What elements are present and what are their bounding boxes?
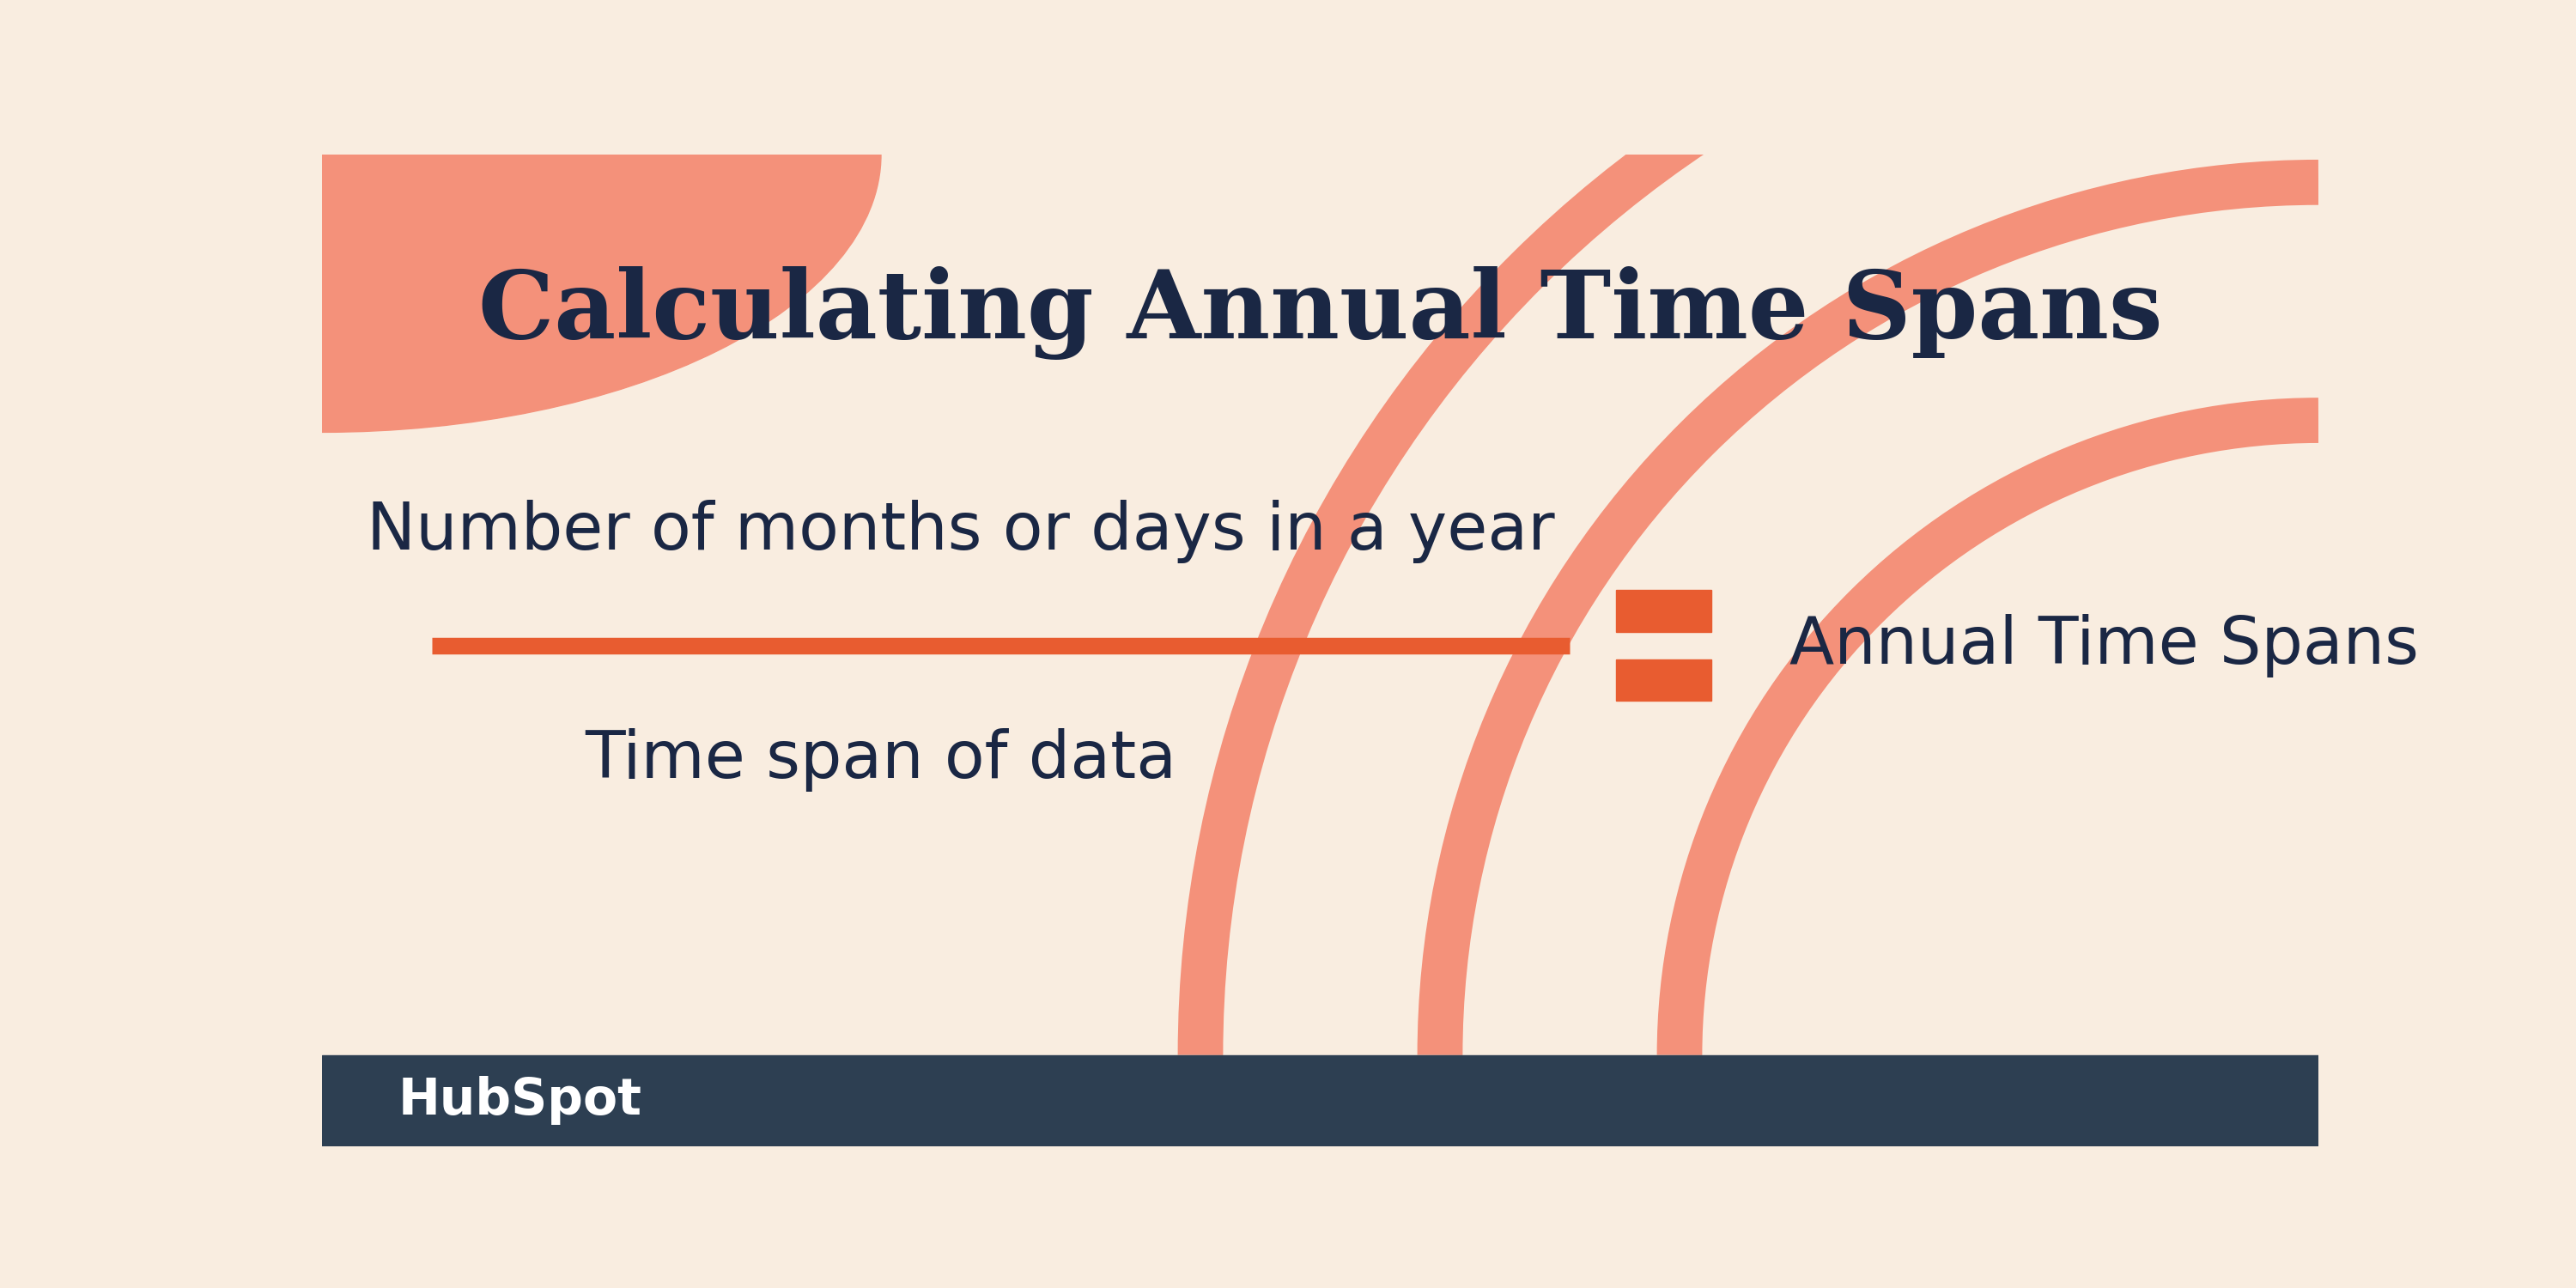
Bar (1615, 590, 1710, 631)
Bar (322, 1055, 2318, 1146)
Bar (1615, 659, 1710, 701)
Circle shape (0, 0, 881, 433)
Text: Annual Time Spans: Annual Time Spans (1790, 613, 2419, 677)
Text: Number of months or days in a year: Number of months or days in a year (366, 500, 1556, 563)
Text: Calculating Annual Time Spans: Calculating Annual Time Spans (479, 267, 2161, 361)
Text: Time span of data: Time span of data (585, 728, 1177, 791)
Text: HubSpot: HubSpot (397, 1077, 641, 1126)
